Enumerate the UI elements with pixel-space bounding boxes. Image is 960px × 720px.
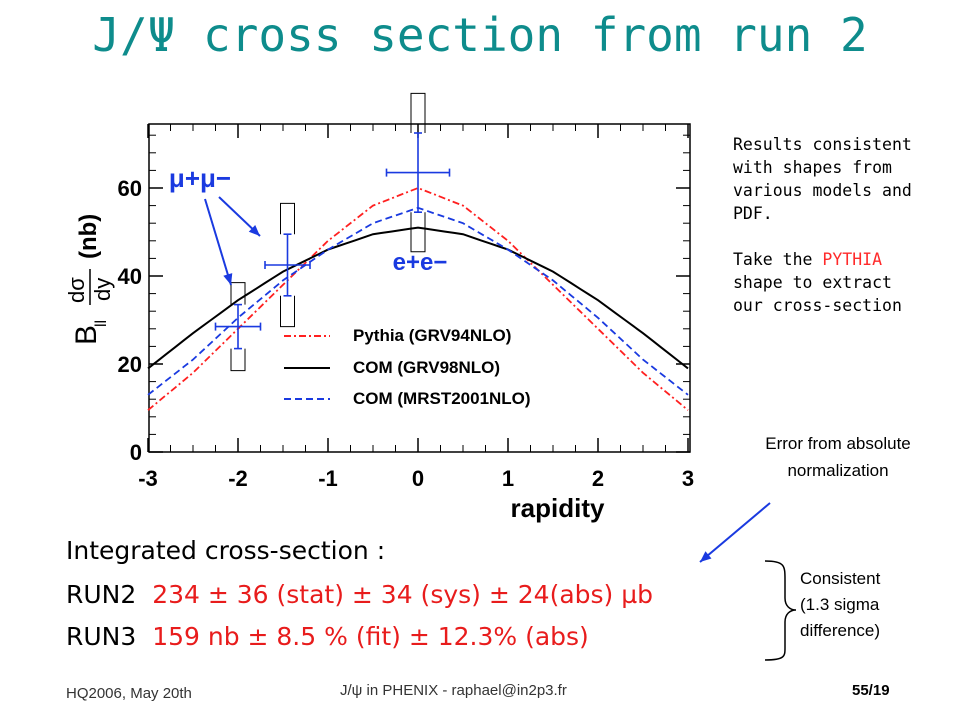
y-tick-label: 20 — [118, 352, 142, 377]
y-tick-label: 60 — [118, 176, 142, 201]
point-sys-top-2 — [410, 92, 426, 133]
y-tick-label: 0 — [130, 440, 142, 465]
consistent-note: Consistent (1.3 sigma difference) — [800, 569, 881, 640]
run3-result: RUN3 159 nb ± 8.5 % (fit) ± 12.3% (abs) — [66, 622, 589, 651]
mumu-arrow-2 — [204, 198, 232, 286]
error-note: Error from absolute normalization — [765, 434, 911, 480]
footer-center: J/ψ in PHENIX - raphael@in2p3.fr — [340, 682, 567, 699]
point-sys-top-0 — [230, 282, 246, 305]
pythia-highlight: PYTHIA — [822, 250, 883, 269]
footer-page: 55/19 — [852, 682, 890, 699]
footer-left: HQ2006, May 20th — [66, 685, 192, 702]
note-line: with shapes from — [733, 158, 892, 177]
y-title-b: B — [70, 325, 103, 345]
x-tick-label: 1 — [502, 466, 514, 491]
mumu-arrow-1-head — [248, 224, 260, 236]
note-line: Take the PYTHIA — [733, 250, 883, 269]
integrated-heading: Integrated cross-section : — [66, 536, 386, 565]
plot-frame — [148, 123, 691, 453]
run2-value: 234 ± 36 (stat) ± 34 (sys) ± 24(abs) µb — [152, 580, 654, 609]
note-line: various models and — [733, 181, 912, 200]
y-title-num: dσ — [64, 277, 89, 303]
error-arrow-head — [700, 551, 712, 562]
run3-value: 159 nb ± 8.5 % (fit) ± 12.3% (abs) — [152, 622, 589, 651]
point-sys-top-1 — [280, 202, 295, 235]
series-line-1 — [147, 226, 689, 370]
results-note: Results consistent with shapes from vari… — [733, 133, 912, 317]
point-sys-bottom-2 — [410, 212, 426, 253]
page-title: J/Ψ cross section from run 2 — [92, 8, 868, 62]
legend-label-1: COM (GRV98NLO) — [353, 358, 500, 377]
y-title-sub: ll — [93, 320, 110, 327]
run2-result: RUN2 234 ± 36 (stat) ± 34 (sys) ± 24(abs… — [66, 580, 654, 609]
y-axis-title: Bll dσ dy (nb) — [64, 214, 115, 345]
x-tick-label: 0 — [412, 466, 424, 491]
point-sys-bottom-0 — [230, 348, 246, 372]
legend-label-2: COM (MRST2001NLO) — [353, 389, 531, 408]
x-tick-label: 3 — [682, 466, 694, 491]
mumu-annotation: μ+μ− — [169, 163, 231, 193]
y-title-unit: (nb) — [75, 214, 102, 259]
y-title-den: dy — [90, 278, 115, 301]
point-sys-bottom-1 — [280, 295, 295, 328]
x-axis-title: rapidity — [511, 493, 605, 523]
x-tick-label: -2 — [228, 466, 248, 491]
y-tick-label: 40 — [118, 264, 142, 289]
error-arrow — [699, 502, 771, 563]
x-tick-label: 2 — [592, 466, 604, 491]
x-tick-label: -3 — [138, 466, 158, 491]
legend-label-0: Pythia (GRV94NLO) — [353, 326, 511, 345]
mumu-arrow-2-head — [223, 273, 233, 285]
x-tick-label: -1 — [318, 466, 338, 491]
note-line: shape to extract — [733, 273, 892, 292]
note-line: Results consistent — [733, 135, 912, 154]
note-line: PDF. — [733, 204, 773, 223]
note-line: our cross-section — [733, 296, 902, 315]
consistency-brace — [764, 560, 797, 661]
ee-annotation: e+e− — [393, 249, 448, 276]
